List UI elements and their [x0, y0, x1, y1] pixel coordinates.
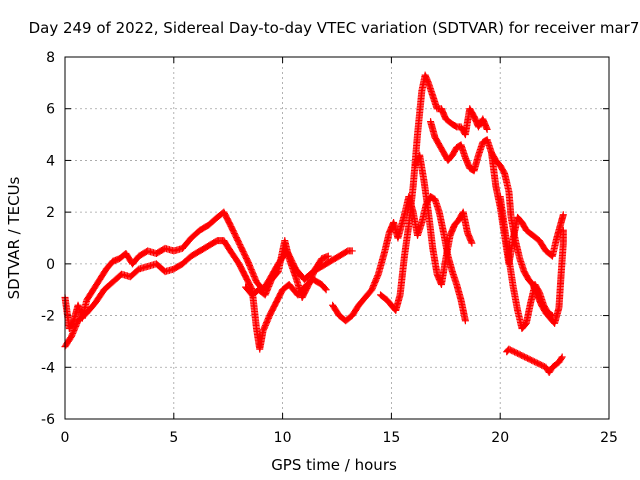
series-track-d: [329, 193, 469, 325]
y-tick-label: -6: [41, 412, 55, 428]
y-tick-label: -4: [41, 360, 55, 376]
data-point: [559, 226, 567, 234]
data-point: [322, 286, 330, 294]
data-point: [468, 239, 476, 247]
x-tick-label: 0: [61, 430, 70, 446]
data-point: [559, 211, 567, 219]
data-point: [557, 354, 565, 362]
series-track-g: [427, 118, 567, 327]
series-track-j: [503, 345, 566, 376]
data-point: [461, 317, 469, 325]
x-tick-label: 25: [600, 430, 618, 446]
plot-frame: [64, 56, 610, 420]
y-tick-label: -2: [41, 309, 55, 325]
y-tick-label: 4: [46, 153, 55, 169]
data-point: [558, 353, 566, 361]
data-point: [483, 125, 491, 133]
x-tick-label: 5: [169, 430, 178, 446]
y-tick-label: 8: [46, 50, 55, 66]
x-tick-label: 20: [491, 430, 509, 446]
y-tick-label: 6: [46, 102, 55, 118]
y-tick-label: 2: [46, 205, 55, 221]
x-tick-label: 10: [274, 430, 292, 446]
x-tick-label: 15: [382, 430, 400, 446]
y-axis-label: SDTVAR / TECUs: [5, 176, 23, 299]
chart-title: Day 249 of 2022, Sidereal Day-to-day VTE…: [29, 19, 640, 37]
y-tick-label: 0: [46, 257, 55, 273]
data-markers: [61, 71, 567, 376]
x-axis-label: GPS time / hours: [271, 456, 397, 474]
series-track-e: [377, 71, 491, 314]
series-track-c: [242, 237, 332, 301]
data-point: [547, 311, 555, 319]
data-point: [348, 247, 356, 255]
data-point: [324, 252, 332, 260]
series-track-f: [411, 151, 476, 289]
series-track-i: [496, 193, 556, 332]
grid-lines: [65, 57, 609, 419]
data-point: [321, 285, 329, 293]
axis-ticks: 0 5 10 15 20 25 -6 -4 -2 0 2 4 6 8: [41, 50, 618, 446]
data-point: [548, 312, 556, 320]
